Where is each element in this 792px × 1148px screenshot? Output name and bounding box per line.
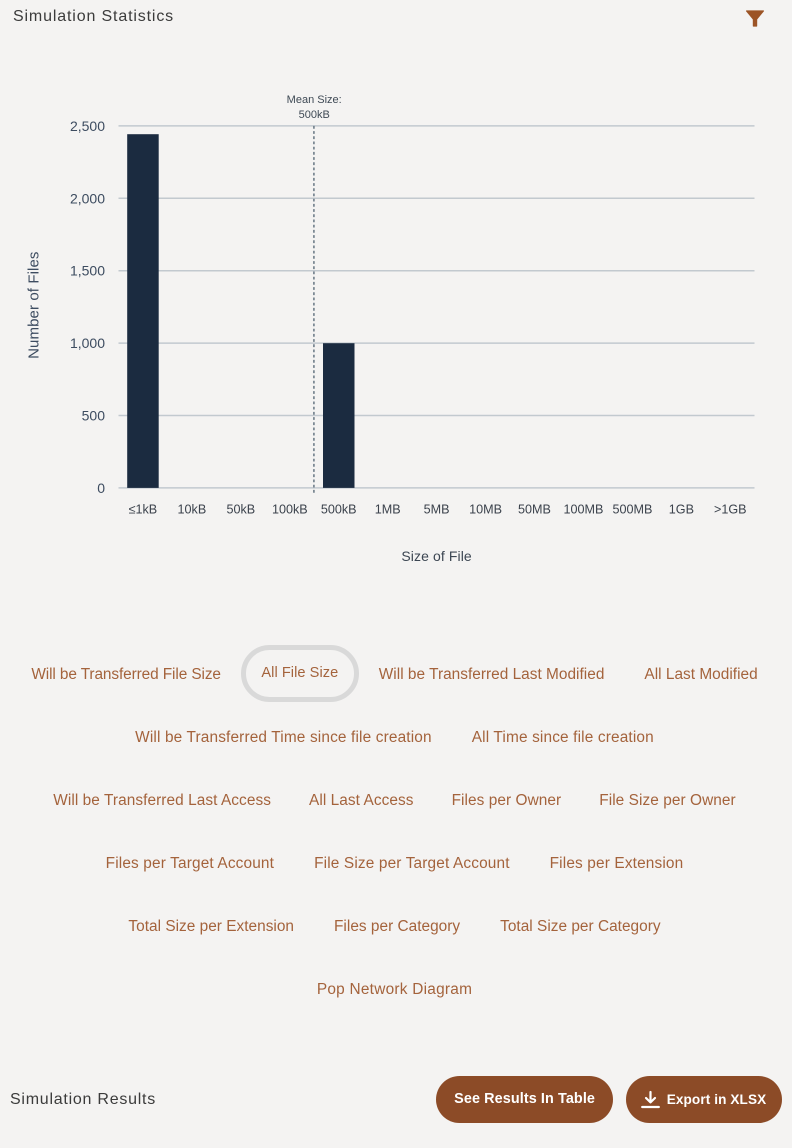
svg-text:500kB: 500kB [299, 109, 330, 121]
svg-text:10kB: 10kB [178, 503, 207, 517]
svg-text:1,000: 1,000 [70, 335, 105, 351]
svg-text:2,000: 2,000 [70, 190, 105, 206]
svg-text:100kB: 100kB [272, 503, 308, 517]
svg-text:1MB: 1MB [375, 503, 401, 517]
svg-text:Size of File: Size of File [401, 548, 472, 564]
svg-text:10MB: 10MB [469, 503, 502, 517]
svg-text:1,500: 1,500 [70, 263, 105, 279]
svg-text:50MB: 50MB [518, 503, 551, 517]
svg-text:50kB: 50kB [226, 503, 255, 517]
svg-text:>1GB: >1GB [714, 503, 747, 517]
svg-text:500kB: 500kB [321, 503, 357, 517]
svg-text:Number of Files: Number of Files [25, 252, 42, 359]
svg-text:0: 0 [97, 480, 105, 496]
svg-text:500MB: 500MB [612, 503, 652, 517]
svg-text:500: 500 [82, 408, 106, 424]
svg-text:1GB: 1GB [669, 503, 694, 517]
svg-text:Mean Size:: Mean Size: [287, 94, 342, 106]
svg-text:100MB: 100MB [564, 503, 604, 517]
svg-text:≤1kB: ≤1kB [129, 503, 158, 517]
svg-text:2,500: 2,500 [70, 118, 105, 134]
svg-text:5MB: 5MB [424, 503, 450, 517]
